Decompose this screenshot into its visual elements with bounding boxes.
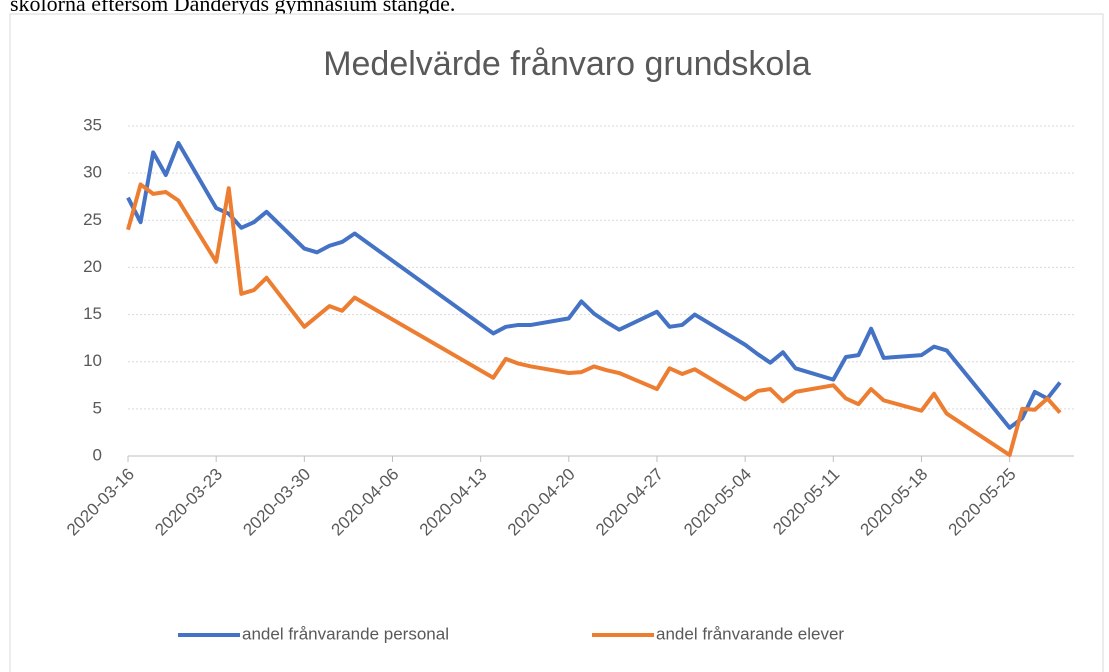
y-tick-label: 20 (83, 257, 102, 276)
y-tick-label: 0 (93, 445, 102, 464)
chart-title: Medelvärde frånvaro grundskola (323, 45, 811, 83)
y-tick-label: 25 (83, 210, 102, 229)
legend-label: andel frånvarande personal (242, 624, 449, 643)
y-tick-label: 30 (83, 163, 102, 182)
y-tick-label: 10 (83, 351, 102, 370)
series-line (126, 182, 1062, 458)
series-line (126, 140, 1062, 430)
legend-label: andel frånvarande elever (656, 624, 844, 643)
y-tick-label: 5 (93, 398, 102, 417)
y-tick-label: 35 (83, 115, 102, 134)
document-text: skolorna eftersom Danderyds gymnasium st… (10, 0, 456, 16)
chart-frame (9, 13, 1104, 672)
y-tick-label: 15 (83, 304, 102, 323)
